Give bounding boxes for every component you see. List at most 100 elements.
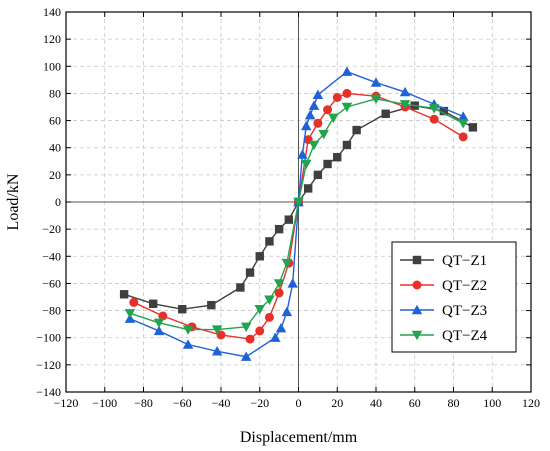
series-1-point [352, 125, 361, 135]
legend-marker [411, 304, 423, 315]
series-4-point [328, 113, 339, 124]
y-tick-label: 120 [43, 32, 61, 46]
x-tick-label: −20 [250, 396, 269, 410]
series-4-point [273, 279, 285, 289]
x-tick-label: −80 [134, 396, 153, 410]
series-2-point [245, 334, 255, 344]
series-4-point [293, 197, 304, 208]
legend-label: QT−Z1 [442, 253, 487, 269]
x-tick-label: −100 [92, 396, 117, 410]
x-tick-label: 80 [448, 396, 460, 410]
series-1-point [381, 109, 390, 118]
series-3-point [281, 306, 293, 317]
series-4-point [457, 119, 469, 129]
y-axis-title: Load/kN [5, 173, 22, 230]
series-3-point [341, 66, 353, 76]
series-1-point [265, 237, 274, 246]
series-2-point [458, 132, 468, 142]
series-3-point [399, 86, 411, 97]
series-3-point [312, 89, 324, 99]
legend-label: QT−Z3 [442, 303, 487, 319]
y-tick-label: 80 [49, 86, 61, 100]
series-layer [119, 66, 478, 361]
y-tick-label: −80 [42, 304, 61, 318]
series-4-point [211, 325, 223, 335]
series-4-point [428, 104, 440, 114]
series-3-point [182, 339, 194, 349]
series-2-point [332, 93, 342, 102]
x-tick-label: 100 [483, 396, 501, 410]
y-tick-label: −120 [36, 358, 61, 372]
series-1-point [236, 283, 245, 292]
series-2-point [255, 326, 265, 336]
series-1-point [255, 252, 264, 261]
series-1-point [333, 153, 342, 162]
series-2-point [342, 88, 352, 98]
series-4-point [264, 295, 275, 305]
series-3-point [304, 109, 316, 120]
legend-label: QT−Z2 [442, 278, 487, 294]
series-2-point [264, 312, 274, 322]
series-1-point [148, 299, 158, 308]
legend-marker [412, 280, 422, 290]
legend: QT−Z1 QT−Z2 QT−Z3 QT−Z4 [391, 241, 517, 353]
series-3-point [240, 351, 252, 361]
x-tick-label: 60 [409, 396, 421, 410]
series-2-point [323, 105, 333, 115]
series-4-point [281, 258, 293, 269]
legend-marker [412, 255, 422, 265]
series-3-point [301, 120, 312, 131]
x-axis-title: Displacement/mm [240, 429, 358, 446]
tick-marks [65, 11, 532, 393]
series-1-point [284, 215, 294, 224]
y-tick-label: 0 [55, 195, 61, 209]
series-2-point [274, 288, 284, 298]
series-4-point [301, 159, 312, 170]
series-4-point [182, 325, 194, 335]
series-4-point [341, 102, 353, 113]
series-1-point [303, 184, 313, 193]
x-tick-label: 120 [522, 396, 540, 410]
series-3-point [297, 149, 308, 159]
series-2-point [313, 118, 323, 128]
series-1-point [342, 140, 352, 150]
series-4-point [153, 318, 165, 329]
series-4-point [124, 309, 136, 319]
series-4-point [240, 322, 252, 333]
x-tick-label: 40 [370, 396, 382, 410]
series-1-point [245, 268, 255, 277]
series-1-point [178, 305, 187, 314]
series-1-point [313, 170, 323, 180]
series-1-point [468, 123, 478, 132]
series-4-point [308, 140, 320, 151]
x-tick-label: −120 [54, 396, 79, 410]
series-2-point [158, 311, 168, 321]
y-tick-label: −20 [42, 222, 61, 236]
x-tick-label: 20 [331, 396, 343, 410]
series-2-point [429, 114, 439, 124]
y-tick-label: −140 [36, 385, 61, 399]
series-4-point [318, 129, 329, 140]
legend-item-4: QT−Z4 [400, 328, 488, 344]
series-3-point [153, 325, 165, 336]
x-tick-label: −60 [173, 396, 192, 410]
series-3-point [308, 100, 320, 110]
series-3-point [287, 278, 298, 288]
x-tick-label: 0 [296, 396, 302, 410]
y-tick-label: 20 [49, 168, 61, 182]
legend-label: QT−Z4 [442, 328, 488, 344]
legend-item-3: QT−Z3 [400, 303, 487, 319]
series-1-point [323, 159, 332, 169]
tick-labels: −120 −100 −80 −60 −40 −20 0 20 40 60 80 100 120−140−… [36, 5, 540, 410]
series-1-point [274, 224, 284, 234]
legend-item-2: QT−Z2 [400, 278, 487, 294]
series-2-point [129, 297, 139, 307]
series-3-line [129, 70, 464, 358]
series-3-point [270, 332, 281, 342]
series-1-point [207, 300, 216, 310]
series-2-point [216, 330, 226, 340]
x-tick-label: −40 [212, 396, 231, 410]
series-4-point [254, 305, 265, 315]
y-tick-label: −40 [42, 249, 61, 263]
